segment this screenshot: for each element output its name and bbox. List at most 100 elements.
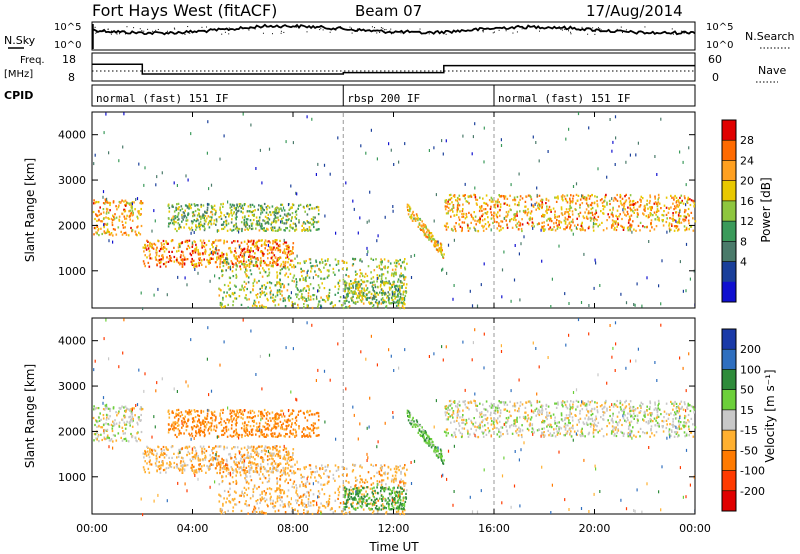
power-echo-cell	[302, 222, 305, 225]
velocity-echo-cell	[391, 478, 393, 481]
power-echo-cell	[563, 219, 566, 222]
velocity-echo-cell	[109, 415, 111, 418]
velocity-echo-cell	[190, 426, 193, 429]
power-echo-cell	[241, 227, 243, 231]
power-echo-cell	[180, 250, 183, 253]
velocity-echo-cell	[183, 420, 185, 424]
power-echo-cell	[195, 225, 197, 228]
power-echo-cell	[190, 254, 193, 257]
power-echo-cell	[368, 301, 370, 304]
power-echo-cell	[352, 263, 355, 266]
power-echo-cell	[444, 208, 447, 211]
power-echo-cell	[223, 214, 226, 217]
noise-search-point	[320, 27, 322, 29]
velocity-echo-cell	[113, 423, 116, 426]
noise-search-point	[594, 33, 596, 35]
power-echo-cell	[606, 219, 608, 222]
velocity-echo-cell	[160, 464, 162, 467]
power-echo-cell	[476, 220, 478, 223]
power-echo-cell	[123, 200, 125, 203]
velocity-echo-cell	[243, 453, 246, 457]
power-echo-cell	[106, 197, 108, 201]
power-echo-cell	[200, 205, 202, 208]
velocity-echo-cell	[203, 464, 205, 467]
power-echo-cell	[249, 203, 252, 206]
power-echo-cell	[382, 292, 385, 295]
velocity-echo-cell	[298, 425, 300, 428]
power-echo-cell	[583, 252, 585, 256]
noise-search-point	[228, 33, 230, 35]
power-echo-cell	[395, 262, 398, 265]
power-echo-cell	[692, 217, 694, 220]
power-echo-cell	[137, 217, 139, 220]
power-echo-cell	[398, 160, 400, 164]
velocity-echo-cell	[156, 457, 158, 460]
power-echo-cell	[241, 255, 243, 258]
power-echo-cell	[231, 203, 234, 206]
power-echo-cell	[173, 181, 175, 185]
power-echo-cell	[381, 291, 383, 295]
velocity-echo-cell	[229, 452, 231, 456]
power-echo-cell	[509, 218, 511, 222]
velocity-echo-cell	[176, 463, 178, 466]
power-echo-cell	[391, 272, 393, 275]
power-echo-cell	[616, 216, 618, 219]
velocity-echo-cell	[291, 418, 294, 421]
power-echo-cell	[192, 220, 194, 223]
power-echo-cell	[172, 222, 174, 225]
power-echo-cell	[231, 261, 233, 264]
power-echo-cell	[526, 212, 529, 215]
power-echo-cell	[205, 250, 207, 253]
power-echo-cell	[253, 256, 256, 259]
power-echo-cell	[482, 226, 484, 229]
power-echo-cell	[675, 226, 678, 229]
power-echo-cell	[558, 220, 561, 223]
power-echo-cell	[365, 294, 368, 297]
power-echo-cell	[289, 207, 292, 210]
power-echo-cell	[213, 251, 215, 254]
velocity-echo-cell	[234, 433, 237, 436]
power-echo-cell	[564, 212, 566, 215]
power-echo-cell	[285, 241, 288, 244]
power-echo-cell	[226, 240, 228, 243]
power-echo-cell	[688, 222, 690, 225]
power-echo-cell	[223, 220, 225, 224]
velocity-echo-cell	[136, 421, 139, 424]
power-echo-cell	[566, 226, 568, 229]
power-echo-cell	[317, 209, 320, 212]
velocity-echo-cell	[279, 420, 282, 423]
power-echo-cell	[234, 297, 236, 300]
noise-search-point	[599, 28, 601, 30]
velocity-echo-cell	[260, 410, 263, 413]
velocity-echo-cell	[253, 420, 255, 423]
power-echo-cell	[393, 261, 396, 264]
velocity-echo-cell	[248, 446, 250, 449]
power-echo-cell	[660, 302, 662, 306]
power-echo-cell	[291, 301, 294, 304]
power-echo-cell	[642, 212, 644, 215]
power-echo-cell	[284, 299, 286, 302]
power-echo-cell	[317, 289, 319, 293]
power-echo-cell	[630, 214, 633, 217]
velocity-echo-cell	[203, 451, 206, 454]
velocity-echo-cell	[287, 454, 289, 457]
power-echo-cell	[656, 208, 659, 211]
velocity-echo-cell	[124, 432, 126, 435]
power-echo-cell	[267, 213, 270, 216]
power-echo-cell	[399, 295, 402, 299]
power-echo-cell	[626, 210, 629, 213]
power-echo-cell	[622, 206, 625, 209]
power-echo-cell	[197, 204, 199, 207]
power-echo-cell	[577, 213, 580, 216]
power-echo-cell	[312, 276, 314, 280]
power-echo-cell	[203, 219, 206, 222]
power-echo-cell	[372, 258, 375, 261]
velocity-echo-cell	[231, 409, 234, 412]
colorbar-tick-label: 20	[740, 175, 754, 188]
velocity-echo-cell	[124, 423, 126, 426]
power-echo-cell	[204, 248, 207, 251]
power-echo-cell	[525, 195, 527, 198]
power-echo-cell	[345, 293, 348, 296]
power-echo-cell	[493, 211, 496, 215]
power-echo-cell	[238, 288, 241, 291]
